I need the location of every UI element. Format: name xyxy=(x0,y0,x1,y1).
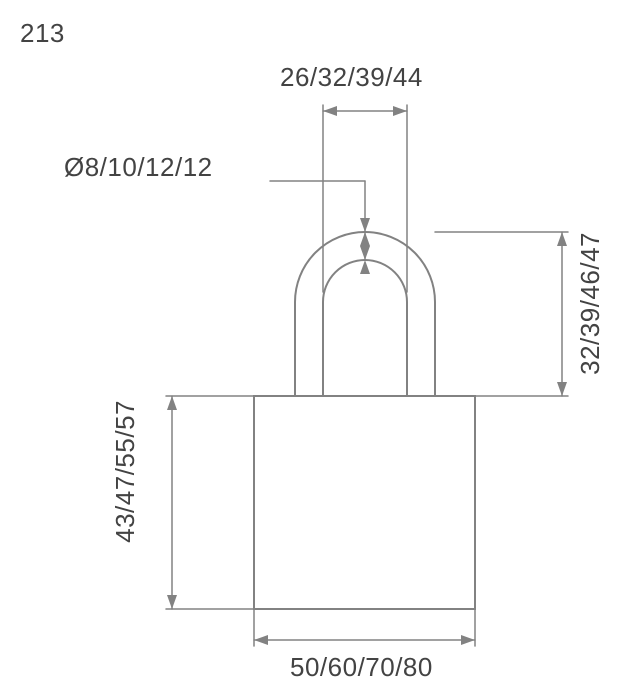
dim-shackle-height-label: 32/39/46/47 xyxy=(575,232,606,375)
figure-id: 213 xyxy=(20,18,65,49)
dim-inner-width-label: 26/32/39/44 xyxy=(280,62,423,93)
dim-body-width-label: 50/60/70/80 xyxy=(290,652,433,683)
diagram-svg xyxy=(0,0,636,692)
diagram-canvas: 213 26/32/39/44 Ø8/10/12/12 32/39/46/47 … xyxy=(0,0,636,692)
dim-body-height-label: 43/47/55/57 xyxy=(110,400,141,543)
dim-diameter-label: Ø8/10/12/12 xyxy=(64,152,213,183)
